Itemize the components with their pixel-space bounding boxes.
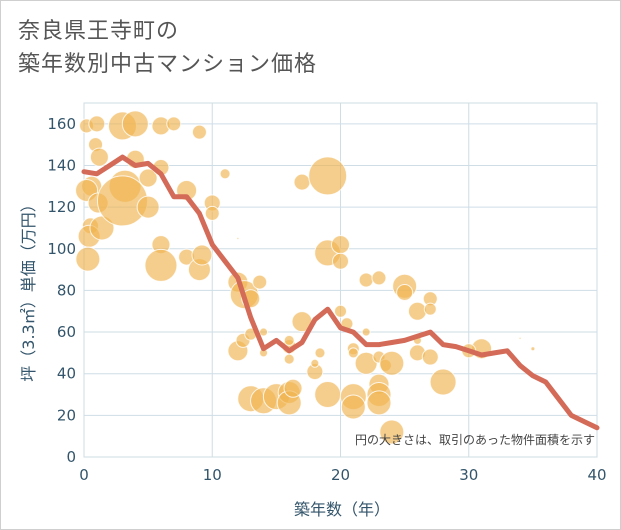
y-tick-label: 0 — [66, 448, 76, 466]
bubble-layer — [75, 110, 536, 445]
bubble-point — [283, 378, 303, 398]
y-tick-label: 80 — [57, 281, 76, 299]
title-line-2: 築年数別中古マンション価格 — [18, 52, 318, 77]
bubble-point — [166, 116, 182, 132]
bubble-point — [396, 283, 414, 301]
title-line-1: 奈良県王寺町の — [18, 19, 180, 44]
bubble-point — [429, 368, 457, 396]
bubble-point — [379, 350, 405, 376]
bubble-point — [334, 304, 347, 318]
bubble-point — [138, 168, 158, 188]
bubble-point — [121, 110, 149, 138]
bubble-point — [191, 244, 213, 266]
bubble-point — [371, 270, 387, 286]
bubble-point — [423, 302, 437, 316]
x-tick-label: 0 — [79, 466, 89, 484]
x-tick-label: 40 — [587, 466, 606, 484]
bubble-point — [191, 124, 207, 140]
bubble-point — [361, 327, 371, 337]
page-title: 奈良県王寺町の 築年数別中古マンション価格 — [18, 15, 317, 81]
bubble-point — [283, 334, 295, 346]
tick-labels: 0 10 20 30 40 0 20 40 60 80 100 120 140 160 — [47, 115, 606, 484]
bubble-point — [358, 272, 374, 288]
bubble-point — [354, 351, 378, 375]
bubble-point — [136, 195, 160, 219]
y-tick-label: 140 — [47, 156, 76, 174]
bubble-point — [518, 336, 522, 340]
x-tick-label: 30 — [459, 466, 478, 484]
y-tick-label: 160 — [47, 115, 76, 133]
bubble-size-note: 円の大きさは、取引のあった物件面積を示す — [355, 432, 595, 447]
x-axis-title: 築年数（年） — [294, 500, 390, 519]
trend-line — [81, 154, 600, 431]
bubble-point — [204, 205, 220, 221]
bubble-point — [252, 274, 268, 290]
bubble-point — [314, 347, 326, 359]
bubble-point — [347, 347, 359, 359]
y-tick-label: 120 — [47, 198, 76, 216]
bubble-point — [407, 301, 427, 321]
bubble-point — [89, 147, 109, 167]
bubble-point — [340, 394, 366, 420]
bubble-point — [259, 327, 269, 337]
bubble-point — [366, 390, 392, 416]
bubble-point — [293, 173, 311, 191]
bubble-point — [331, 235, 350, 255]
bubble-point — [88, 115, 106, 133]
bubble-point — [308, 156, 348, 196]
bubble-point — [236, 236, 240, 240]
bubble-point — [310, 358, 320, 368]
bubble-point — [219, 168, 231, 180]
bubble-point — [332, 252, 349, 270]
y-tick-label: 20 — [57, 406, 76, 424]
x-tick-label: 10 — [203, 466, 222, 484]
bubble-point — [421, 348, 439, 366]
y-axis-title: 坪（3.3㎡）単価（万円） — [19, 196, 38, 381]
y-tick-label: 40 — [57, 365, 76, 383]
x-tick-label: 20 — [331, 466, 350, 484]
y-tick-label: 60 — [57, 323, 76, 341]
bubble-point — [530, 346, 536, 352]
y-tick-label: 100 — [47, 240, 76, 258]
bubble-point — [283, 353, 295, 365]
bubble-point — [75, 246, 101, 272]
bubble-point — [379, 419, 405, 445]
bubble-point — [144, 248, 178, 282]
bubble-point — [314, 381, 342, 409]
